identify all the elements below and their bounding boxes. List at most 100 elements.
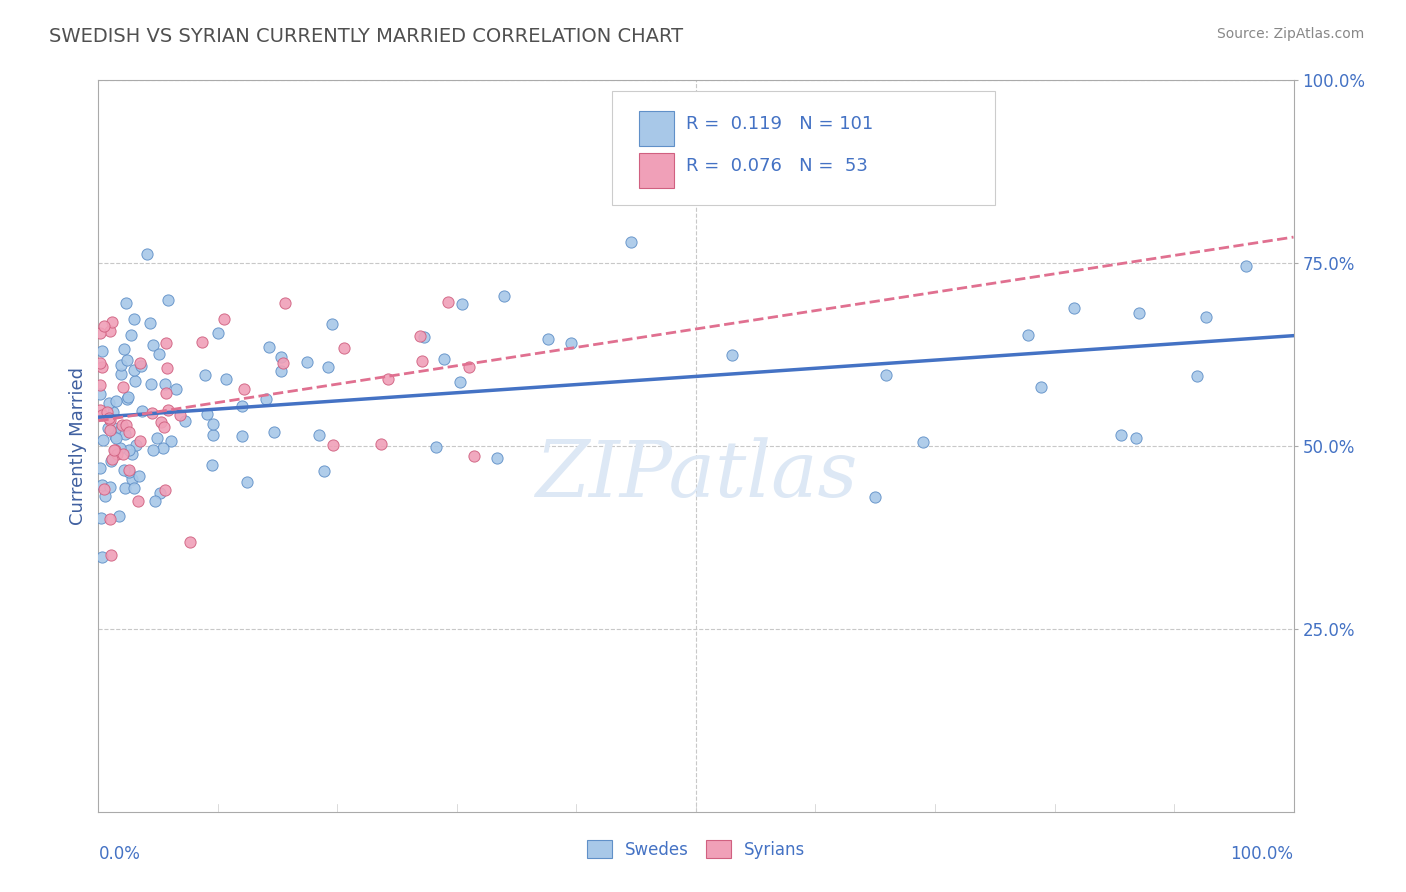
Point [141, 406, 163, 420]
Point [121, 472, 143, 486]
Point [295, 355, 318, 369]
Point [145, 494, 167, 508]
Point [411, 353, 433, 368]
Point [124, 374, 146, 388]
Point [114, 418, 136, 433]
Point [115, 392, 138, 406]
Point [110, 422, 132, 436]
Y-axis label: Currently Married: Currently Married [69, 367, 87, 525]
Point [215, 372, 238, 386]
Point [122, 481, 145, 495]
Point [179, 535, 201, 549]
Point [875, 368, 897, 383]
Point [194, 368, 217, 383]
Point [155, 336, 177, 351]
Point [96, 405, 118, 419]
Point [121, 446, 143, 460]
Point [537, 332, 560, 346]
Point [122, 363, 145, 377]
Point [202, 428, 225, 442]
Point [620, 235, 643, 250]
Point [108, 509, 131, 524]
Point [911, 434, 934, 449]
Point [425, 441, 447, 455]
Point [89, 326, 111, 340]
Point [90, 510, 112, 524]
Point [190, 334, 212, 349]
Point [131, 359, 153, 373]
Point [89, 356, 111, 370]
Point [159, 434, 181, 449]
Point [101, 452, 124, 467]
Point [1029, 379, 1052, 393]
Point [129, 356, 152, 370]
Point [114, 481, 136, 495]
Point [89, 460, 111, 475]
Point [91, 344, 114, 359]
Point [201, 458, 224, 472]
Point [1063, 301, 1085, 315]
Point [131, 404, 153, 418]
Point [98, 396, 121, 410]
Point [451, 297, 474, 311]
Point [1109, 428, 1132, 442]
Point [91, 433, 114, 447]
Point [321, 317, 343, 331]
Point [1185, 369, 1208, 384]
Point [110, 368, 132, 382]
Point [98, 324, 121, 338]
Point [118, 463, 141, 477]
Point [157, 293, 180, 307]
Point [449, 376, 471, 390]
Point [89, 402, 111, 417]
Point [117, 390, 139, 404]
Point [112, 463, 135, 477]
Point [1234, 259, 1257, 273]
Point [105, 394, 128, 409]
Point [156, 361, 179, 376]
Point [127, 494, 149, 508]
Point [98, 480, 121, 494]
Point [105, 447, 128, 461]
Point [153, 483, 176, 498]
Point [142, 338, 165, 352]
Point [101, 315, 124, 329]
Point [89, 387, 111, 401]
Point [232, 382, 254, 396]
Point [142, 442, 165, 457]
Point [274, 296, 297, 310]
Point [100, 454, 122, 468]
Bar [638, 111, 675, 146]
Text: R =  0.119   N = 101: R = 0.119 N = 101 [686, 115, 873, 133]
Point [322, 438, 344, 452]
Point [149, 415, 172, 429]
Point [104, 443, 127, 458]
Point [103, 421, 125, 435]
Point [98, 413, 121, 427]
Text: ZIPatlas: ZIPatlas [534, 437, 858, 514]
Point [93, 483, 115, 497]
Point [128, 469, 150, 483]
FancyBboxPatch shape [613, 91, 995, 204]
Point [105, 431, 128, 445]
Point [112, 447, 135, 461]
Point [93, 318, 115, 333]
Point [98, 423, 121, 437]
Text: SWEDISH VS SYRIAN CURRENTLY MARRIED CORRELATION CHART: SWEDISH VS SYRIAN CURRENTLY MARRIED CORR… [49, 27, 683, 45]
Point [165, 382, 187, 396]
Point [91, 408, 114, 422]
Point [863, 490, 886, 504]
Point [94, 489, 117, 503]
Point [111, 380, 134, 394]
Point [316, 360, 339, 375]
Point [117, 465, 139, 479]
Point [98, 512, 121, 526]
Point [207, 326, 229, 340]
Point [108, 442, 131, 456]
Point [103, 405, 125, 419]
Point [97, 420, 120, 434]
Point [91, 549, 114, 564]
Point [377, 371, 399, 385]
Point [308, 427, 330, 442]
Bar [638, 153, 675, 188]
